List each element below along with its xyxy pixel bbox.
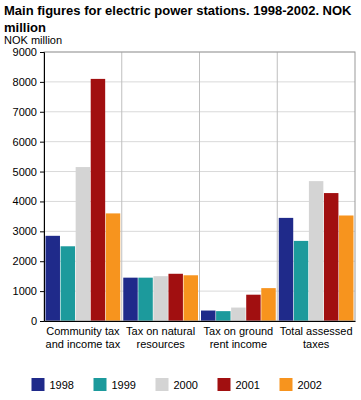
bar — [339, 215, 353, 321]
y-tick-label: 0 — [31, 315, 37, 327]
y-tick-label: 5000 — [13, 166, 37, 178]
plot-frame — [44, 52, 355, 321]
x-tick-label: Total assessedtaxes — [280, 325, 353, 350]
y-tick-label: 7000 — [13, 106, 37, 118]
x-axis-line — [45, 321, 356, 322]
bar — [261, 288, 275, 321]
grid — [44, 52, 355, 321]
y-axis-label: NOK million — [4, 34, 62, 46]
y-tick-mark — [40, 82, 44, 83]
bar — [294, 241, 308, 321]
bar — [216, 311, 230, 321]
bar — [153, 276, 167, 321]
y-tick: 2000 — [13, 255, 44, 267]
legend-item: 2002 — [280, 378, 322, 391]
bar — [279, 218, 293, 321]
legend: 1998 1999 2000 2001 2002 — [32, 378, 322, 391]
y-tick-label: 2000 — [13, 255, 37, 267]
bar — [184, 275, 198, 321]
legend-swatch — [280, 378, 293, 391]
bar — [168, 274, 182, 321]
x-tick: Tax on naturalresources — [126, 321, 195, 350]
y-tick-label: 4000 — [13, 195, 37, 207]
y-tick: 1000 — [13, 285, 44, 297]
legend-item: 1998 — [32, 378, 74, 391]
y-tick: 0 — [31, 315, 44, 327]
bar — [309, 181, 323, 321]
legend-swatch — [156, 378, 169, 391]
bar — [106, 213, 120, 321]
y-tick: 4000 — [13, 195, 44, 207]
y-tick-mark — [40, 231, 44, 232]
y-tick: 9000 — [13, 46, 44, 58]
plot-area: 0 1000 2000 3000 4000 5000 6000 7000 8000 9000 Com… — [13, 46, 356, 350]
legend-swatch — [32, 378, 45, 391]
y-tick-mark — [40, 201, 44, 202]
bar — [201, 311, 215, 321]
category-separator — [121, 52, 122, 321]
bar — [46, 236, 60, 321]
y-tick: 3000 — [13, 225, 44, 237]
bar — [246, 295, 260, 321]
y-tick-label: 1000 — [13, 285, 37, 297]
legend-swatch — [94, 378, 107, 391]
legend-label: 2000 — [174, 379, 198, 391]
x-tick: Community taxand income tax — [46, 321, 121, 350]
bar — [231, 308, 245, 321]
bar — [61, 246, 75, 321]
y-tick-mark — [40, 52, 44, 53]
chart-title: Main figures for electric power stations… — [4, 3, 352, 35]
y-tick-mark — [40, 321, 44, 322]
legend-label: 1998 — [50, 379, 74, 391]
category-separator — [199, 52, 200, 321]
x-tick: Total assessedtaxes — [280, 321, 353, 350]
y-axis: 0 1000 2000 3000 4000 5000 6000 7000 8000 9000 — [13, 46, 45, 327]
x-axis: Community taxand income taxTax on natura… — [45, 321, 356, 350]
y-tick-label: 9000 — [13, 46, 37, 58]
bars — [46, 79, 354, 321]
bar — [324, 193, 338, 321]
y-tick: 8000 — [13, 76, 44, 88]
legend-label: 1999 — [112, 379, 136, 391]
legend-item: 2001 — [218, 378, 260, 391]
bar — [123, 278, 137, 321]
bar — [138, 278, 152, 321]
y-tick-label: 6000 — [13, 136, 37, 148]
y-tick-label: 8000 — [13, 76, 37, 88]
y-axis-line — [40, 53, 45, 322]
y-tick-mark — [40, 142, 44, 143]
category-separator — [277, 52, 278, 321]
legend-label: 2001 — [236, 379, 260, 391]
legend-item: 1999 — [94, 378, 136, 391]
y-tick-mark — [40, 172, 44, 173]
x-tick: Tax on groundrent income — [204, 321, 274, 350]
x-tick-label: Tax on groundrent income — [204, 325, 274, 350]
legend-label: 2002 — [298, 379, 322, 391]
y-tick-mark — [40, 261, 44, 262]
legend-swatch — [218, 378, 231, 391]
bar — [76, 167, 90, 321]
y-tick-mark — [40, 291, 44, 292]
x-tick-label: Tax on naturalresources — [126, 325, 195, 350]
x-tick-label: Community taxand income tax — [46, 325, 121, 350]
bar — [91, 79, 105, 321]
y-tick-label: 3000 — [13, 225, 37, 237]
y-tick: 7000 — [13, 106, 44, 118]
y-tick: 6000 — [13, 136, 44, 148]
y-tick-mark — [40, 112, 44, 113]
y-tick: 5000 — [13, 166, 44, 178]
legend-item: 2000 — [156, 378, 198, 391]
